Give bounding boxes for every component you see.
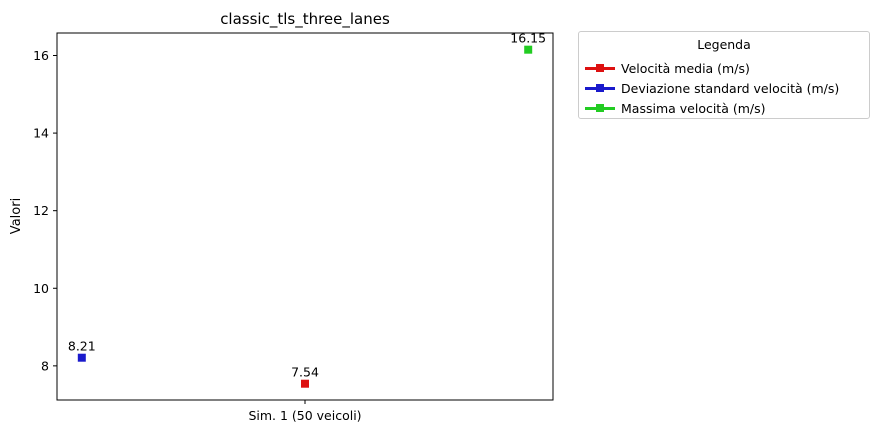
y-tick-label: 14	[33, 126, 49, 141]
legend-item-massima-velocita: Massima velocità (m/s)	[585, 99, 766, 117]
data-point-series-2	[524, 45, 533, 54]
y-axis-label: Valori	[9, 198, 24, 234]
legend: Legenda Velocità media (m/s) Deviazione …	[578, 31, 870, 119]
legend-item-velocita-media: Velocità media (m/s)	[585, 59, 750, 77]
y-axis: 8 10 12 14 16	[33, 48, 57, 373]
legend-label-velocita-media: Velocità media (m/s)	[621, 60, 750, 76]
legend-label-deviazione-standard: Deviazione standard velocità (m/s)	[621, 80, 840, 96]
legend-swatch-deviazione-standard	[585, 82, 615, 94]
legend-title: Legenda	[697, 37, 751, 52]
data-label-series-0: 7.54	[291, 365, 319, 380]
data-points: 7.54 8.21 16.15	[68, 31, 546, 388]
y-tick-label: 8	[41, 358, 49, 373]
data-point-series-1	[77, 353, 86, 362]
data-label-series-1: 8.21	[68, 339, 96, 354]
y-tick-label: 10	[33, 281, 49, 296]
plot-area	[56, 32, 554, 401]
legend-label-massima-velocita: Massima velocità (m/s)	[621, 100, 766, 116]
legend-swatch-velocita-media	[585, 62, 615, 74]
y-tick-label: 12	[33, 203, 49, 218]
legend-item-deviazione-standard: Deviazione standard velocità (m/s)	[585, 79, 839, 97]
x-axis: Sim. 1 (50 veicoli)	[248, 400, 362, 423]
legend-swatch-massima-velocita	[585, 102, 615, 114]
chart-title: classic_tls_three_lanes	[220, 10, 390, 29]
data-point-series-0	[301, 379, 309, 388]
data-label-series-2: 16.15	[510, 31, 546, 46]
x-tick-label: Sim. 1 (50 veicoli)	[248, 408, 361, 423]
y-tick-label: 16	[33, 48, 49, 63]
